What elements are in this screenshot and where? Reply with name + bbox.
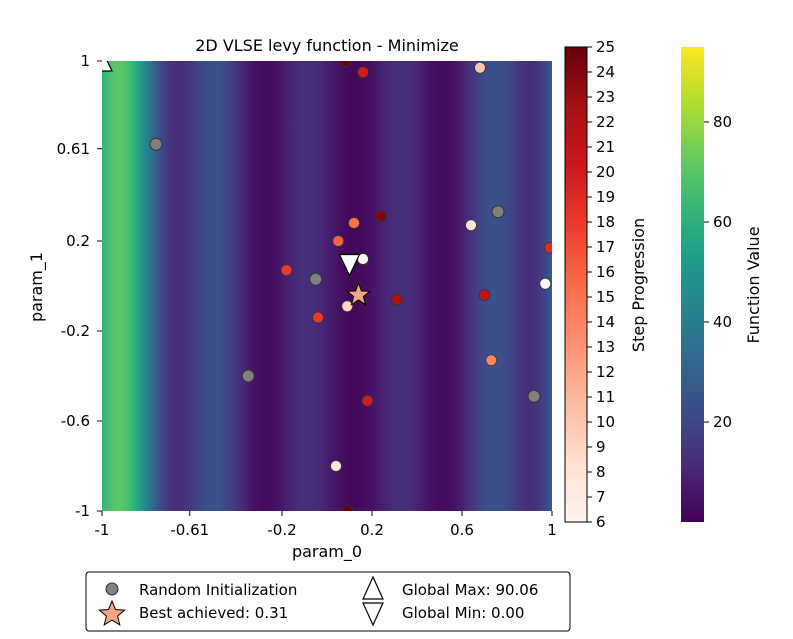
- step-point: [341, 300, 354, 313]
- legend-global-max-label: Global Max: 90.06: [402, 581, 538, 599]
- step-colorbar-tick-label: 20: [596, 163, 615, 181]
- step-point: [332, 235, 345, 247]
- global-min-marker: [338, 253, 361, 277]
- y-axis-ticks: 1 0.61 0.2 -0.2 -0.6 -1: [57, 52, 102, 520]
- step-colorbar-tick-label: 13: [596, 338, 615, 356]
- value-colorbar-tick-label: 20: [713, 413, 732, 431]
- legend-global-min-label: Global Min: 0.00: [402, 604, 524, 622]
- random-init-point: [527, 389, 541, 403]
- y-axis-label: param_1: [27, 252, 47, 322]
- step-point: [478, 289, 491, 301]
- step-colorbar-tick-label: 18: [596, 213, 615, 231]
- step-colorbar-tick-label: 21: [596, 138, 615, 156]
- step-point: [330, 460, 342, 472]
- step-colorbar-tick-label: 10: [596, 413, 615, 431]
- step-point: [390, 293, 403, 306]
- markers-layer: [102, 61, 552, 511]
- legend-best-marker: [98, 599, 126, 626]
- step-colorbar-gradient: [564, 46, 588, 523]
- step-colorbar-tick-label: 11: [596, 388, 615, 406]
- step-colorbar-tick-label: 25: [596, 38, 615, 56]
- legend-global-max-marker: [362, 575, 384, 600]
- global-max-marker: [102, 61, 113, 72]
- plot-area: [102, 61, 552, 511]
- y-tick-label: -1: [75, 502, 90, 520]
- step-colorbar-tick-label: 23: [596, 88, 615, 106]
- step-colorbar-tick-label: 15: [596, 288, 615, 306]
- step-colorbar-tick-label: 17: [596, 238, 615, 256]
- step-colorbar-tick-label: 22: [596, 113, 615, 131]
- best-achieved-marker: [345, 281, 372, 306]
- step-colorbar-tick-label: 12: [596, 363, 615, 381]
- step-point: [280, 264, 293, 277]
- legend-best-label: Best achieved: 0.31: [139, 604, 288, 622]
- x-tick-label: -0.61: [170, 521, 209, 539]
- legend: Random Initialization Best achieved: 0.3…: [85, 571, 571, 632]
- legend-global-min-marker: [362, 602, 384, 627]
- x-axis-ticks: -1 -0.61 -0.2 0.2 0.6 1: [95, 511, 557, 539]
- y-tick-label: -0.6: [61, 412, 90, 430]
- random-init-point: [309, 272, 323, 286]
- value-colorbar-tick-label: 60: [713, 213, 732, 231]
- x-axis-label: param_0: [292, 542, 362, 562]
- value-colorbar-tick-label: 40: [713, 313, 732, 331]
- chart-title: 2D VLSE levy function - Minimize: [195, 36, 459, 55]
- step-progression-colorbar: 6 7 8 9 10 11 12 13 14 15 16 17 18 19 20 21 22 23 24 25 Ste…: [564, 38, 648, 531]
- step-point: [485, 354, 498, 367]
- step-colorbar-tick-label: 19: [596, 188, 615, 206]
- x-tick-label: -1: [95, 521, 110, 539]
- legend-random-init-label: Random Initialization: [139, 581, 297, 599]
- step-point: [341, 505, 354, 511]
- heatmap-surface: [102, 61, 552, 511]
- y-tick-label: 0.61: [57, 140, 90, 158]
- step-colorbar-tick-label: 24: [596, 63, 615, 81]
- random-init-point: [491, 205, 505, 219]
- step-point: [474, 61, 486, 74]
- step-colorbar-label: Step Progression: [629, 218, 648, 352]
- y-tick-label: 0.2: [66, 232, 90, 250]
- x-tick-label: 1: [547, 521, 557, 539]
- step-colorbar-tick-label: 6: [596, 513, 606, 531]
- legend-random-init-marker: [105, 582, 119, 596]
- value-colorbar-label: Function Value: [744, 226, 763, 343]
- step-colorbar-tick-label: 14: [596, 313, 615, 331]
- legend-frame: [85, 571, 571, 632]
- step-point: [465, 219, 477, 232]
- step-point: [312, 311, 324, 324]
- x-tick-label: 0.2: [360, 521, 384, 539]
- step-point: [543, 241, 552, 254]
- y-tick-label: 1: [80, 52, 90, 70]
- step-colorbar-tick-label: 9: [596, 438, 606, 456]
- step-colorbar-tick-label: 7: [596, 488, 606, 506]
- step-point: [361, 394, 374, 407]
- step-point: [539, 277, 552, 290]
- random-init-point: [149, 137, 163, 151]
- x-tick-label: -0.2: [267, 521, 296, 539]
- random-init-point: [241, 369, 255, 383]
- value-colorbar-gradient: [681, 47, 704, 522]
- value-colorbar-tick-label: 80: [713, 113, 732, 131]
- step-colorbar-tick-label: 8: [596, 463, 606, 481]
- step-colorbar-tick-label: 16: [596, 263, 615, 281]
- step-point: [375, 210, 387, 223]
- y-tick-label: -0.2: [61, 322, 90, 340]
- x-tick-label: 0.6: [450, 521, 474, 539]
- function-value-colorbar: 20 40 60 80 Function Value: [681, 47, 763, 522]
- step-point: [348, 217, 360, 229]
- step-point: [339, 61, 351, 67]
- step-point: [357, 66, 369, 79]
